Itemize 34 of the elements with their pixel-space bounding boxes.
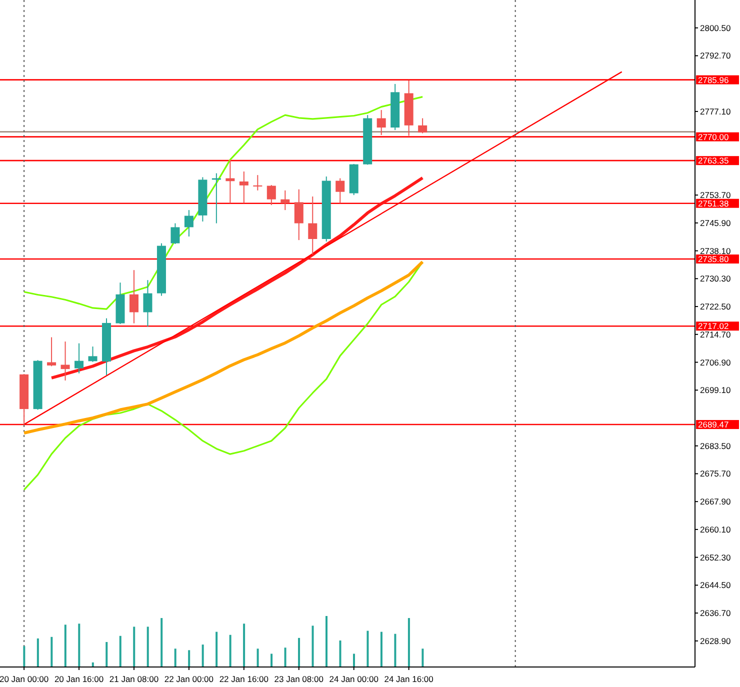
y-tick-label: 2714.70 [700, 329, 731, 340]
ref-line-label: 2735.80 [698, 254, 729, 264]
ref-line-label: 2785.96 [698, 74, 729, 85]
y-tick-label: 2683.50 [700, 440, 731, 451]
x-tick-label: 24 Jan 16:00 [384, 674, 434, 684]
y-tick-label: 2667.90 [700, 496, 731, 507]
ref-line-label: 2689.47 [698, 420, 729, 430]
ref-line-label: 2751.38 [698, 198, 729, 208]
y-tick-label: 2652.30 [700, 552, 731, 562]
y-tick-label: 2706.90 [700, 357, 731, 368]
y-tick-label: 2738.10 [700, 246, 731, 256]
x-tick-label: 20 Jan 00:00 [0, 674, 49, 684]
ref-line-label: 2770.00 [698, 132, 729, 142]
y-tick-label: 2745.90 [700, 218, 731, 228]
y-tick-label: 2660.10 [700, 524, 731, 534]
x-tick-label: 24 Jan 00:00 [329, 674, 379, 684]
y-tick-label: 2644.50 [700, 580, 731, 590]
y-tick-label: 2777.10 [700, 106, 731, 116]
y-tick-label: 2675.70 [700, 468, 731, 479]
x-tick-label: 22 Jan 16:00 [219, 674, 269, 684]
x-tick-label: 20 Jan 16:00 [54, 674, 104, 684]
ref-line-label: 2717.02 [698, 321, 729, 332]
y-tick-label: 2792.70 [700, 50, 731, 61]
y-tick-label: 2699.10 [700, 385, 731, 396]
y-tick-label: 2722.50 [700, 302, 731, 312]
y-tick-label: 2800.50 [700, 22, 731, 33]
y-tick-label: 2628.90 [700, 636, 731, 646]
y-tick-label: 2730.30 [700, 274, 731, 284]
ref-line-label: 2763.35 [698, 156, 729, 166]
x-tick-label: 21 Jan 08:00 [109, 674, 159, 684]
y-tick-label: 2636.70 [700, 608, 731, 618]
y-tick-label: 2753.70 [700, 190, 731, 200]
x-tick-label: 23 Jan 08:00 [274, 674, 324, 684]
x-tick-label: 22 Jan 00:00 [164, 674, 214, 684]
